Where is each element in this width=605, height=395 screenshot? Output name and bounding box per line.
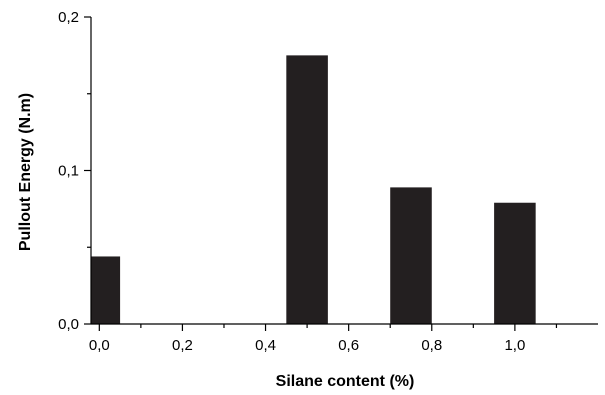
x-tick-label: 0,2	[172, 337, 193, 354]
y-tick-label: 0,0	[58, 316, 79, 333]
y-axis-title: Pullout Energy (N.m)	[17, 93, 34, 251]
x-axis-title: Silane content (%)	[276, 373, 415, 390]
bars-group	[91, 55, 536, 324]
x-tick-label: 0,8	[421, 337, 442, 354]
y-tick-label: 0,2	[58, 9, 79, 26]
bar	[286, 55, 328, 324]
bar	[91, 256, 121, 324]
x-tick-label: 1,0	[504, 337, 525, 354]
x-tick-label: 0,6	[338, 337, 359, 354]
bar	[494, 202, 536, 324]
x-tick-label: 0,0	[89, 337, 110, 354]
y-tick-label: 0,1	[58, 163, 79, 180]
ticks-group: 0,0 0,1 0,2 0,0 0,2 0,4 0,6 0,8 1,0	[58, 9, 558, 354]
bar	[390, 187, 432, 324]
x-tick-label: 0,4	[255, 337, 276, 354]
